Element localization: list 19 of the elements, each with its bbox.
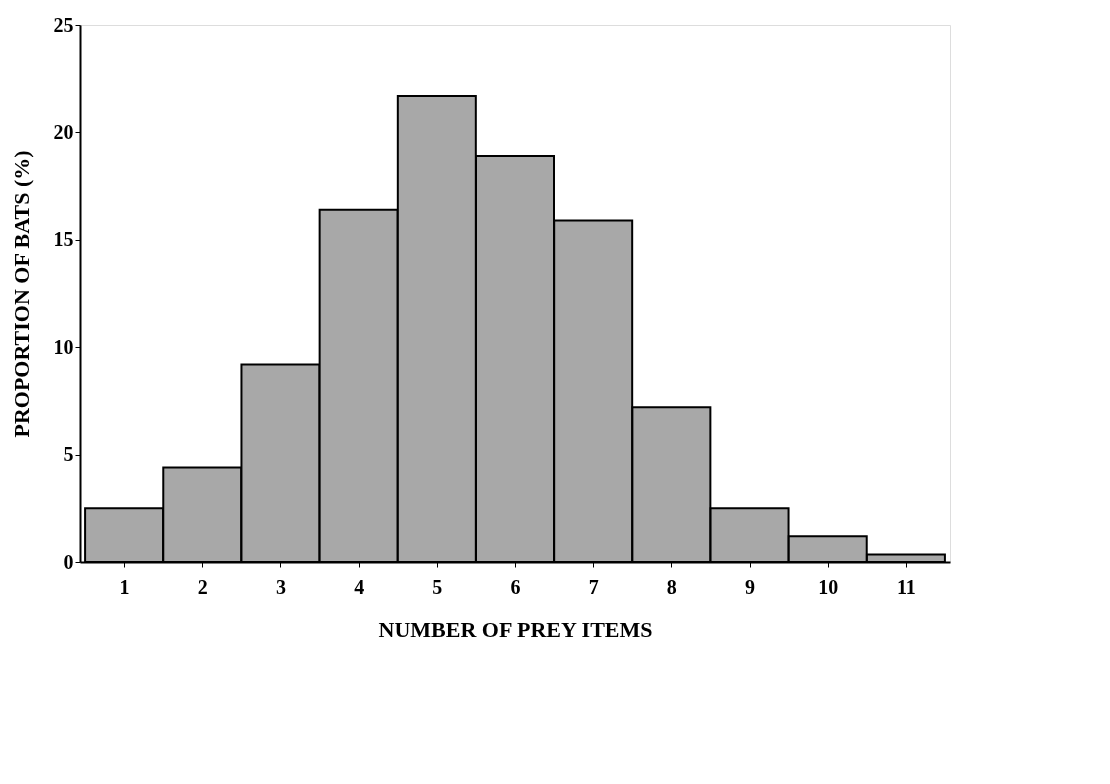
y-tick-label: 10 [53,335,74,358]
y-tick-label: 25 [53,13,74,36]
x-tick-label: 10 [818,575,839,598]
y-axis-title: PROPORTION OF BATS (%) [8,150,34,438]
x-tick-label: 3 [275,575,286,598]
y-tick-label: 0 [63,550,74,573]
x-tick-label: 7 [588,575,599,598]
x-tick-label: 5 [432,575,443,598]
x-tick-label: 6 [510,575,521,598]
x-tick-label: 9 [745,575,756,598]
x-tick-label: 2 [197,575,208,598]
x-tick-label: 8 [666,575,677,598]
y-tick-label: 5 [63,443,74,466]
x-tick-label: 1 [119,575,130,598]
x-axis-title: NUMBER OF PREY ITEMS [378,616,653,642]
y-tick-label: 20 [53,120,74,143]
x-tick-label: 11 [896,575,916,598]
x-tick-label: 4 [354,575,365,598]
y-tick-label: 15 [53,228,74,251]
